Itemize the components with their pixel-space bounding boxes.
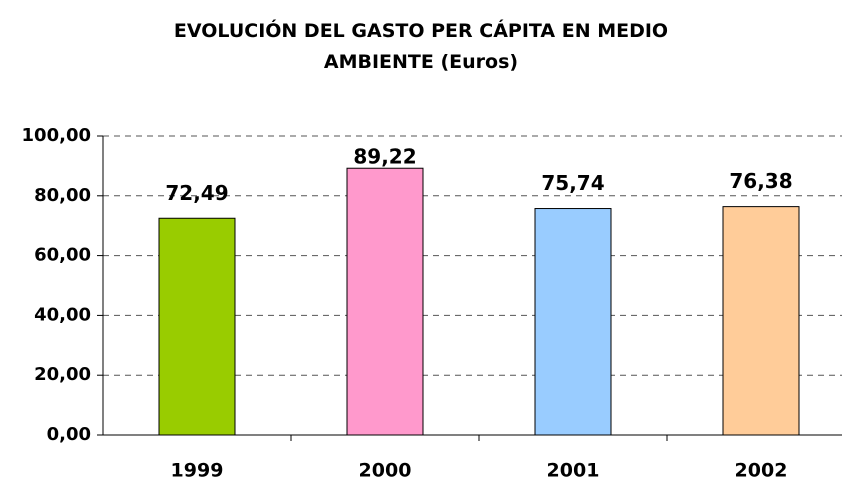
x-tick-label: 2001	[547, 460, 600, 482]
data-label: 76,38	[729, 169, 792, 193]
x-tick-label: 2002	[735, 460, 788, 482]
bar	[722, 206, 800, 436]
chart-title: EVOLUCIÓN DEL GASTO PER CÁPITA EN MEDIO …	[173, 20, 669, 73]
bar	[158, 217, 236, 436]
bar	[346, 167, 424, 436]
y-tick-label: 80,00	[34, 185, 91, 206]
x-tick-label: 2000	[359, 460, 412, 482]
data-label: 89,22	[353, 145, 416, 169]
y-tick-label: 40,00	[34, 304, 91, 325]
y-tick-label: 60,00	[34, 245, 91, 266]
x-tick-label: 1999	[171, 460, 224, 482]
data-label: 72,49	[165, 181, 228, 205]
data-label: 75,74	[541, 171, 604, 195]
y-tick-label: 0,00	[47, 424, 91, 445]
bar	[534, 208, 612, 436]
y-tick-label: 100,00	[22, 125, 91, 146]
y-tick-label: 20,00	[34, 364, 91, 385]
